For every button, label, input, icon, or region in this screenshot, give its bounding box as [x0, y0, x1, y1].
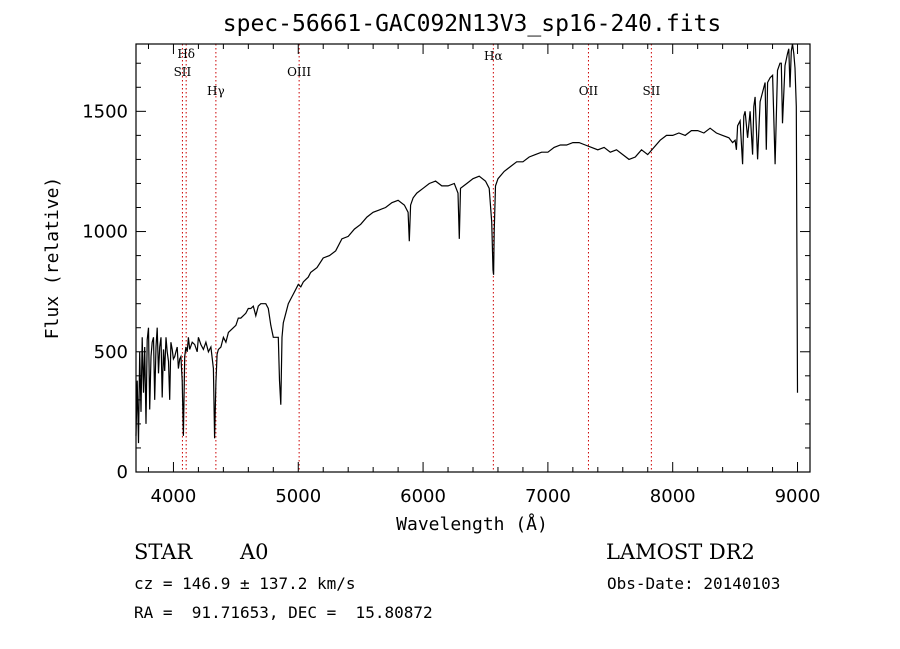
y-tick-label: 0: [117, 462, 128, 483]
coordinates: RA = 91.71653, DEC = 15.80872: [134, 603, 433, 622]
plot-frame: [135, 43, 811, 473]
observation-date: Obs-Date: 20140103: [607, 574, 781, 593]
marker-label: OII: [579, 84, 599, 98]
y-tick-label: 1000: [82, 222, 128, 243]
x-tick-label: 7000: [525, 486, 571, 507]
y-tick-label: 1500: [82, 101, 128, 122]
x-tick-label: 4000: [151, 486, 197, 507]
redshift-value: cz = 146.9 ± 137.2 km/s: [134, 574, 356, 593]
marker-label: OIII: [287, 65, 311, 79]
emission-line-markers: Hδ SII Hγ OIII Hα OII SII: [174, 44, 661, 472]
y-axis-label: Flux (relative): [42, 177, 63, 340]
y-axis-ticks: 0 500 1000 1500: [82, 62, 810, 483]
x-tick-label: 5000: [275, 486, 321, 507]
x-tick-label: 6000: [400, 486, 446, 507]
chart-title: spec-56661-GAC092N13V3_sp16-240.fits: [223, 11, 722, 37]
x-tick-label: 8000: [650, 486, 696, 507]
object-subclass: A0: [240, 540, 269, 564]
object-class: STAR: [134, 540, 193, 564]
x-axis-label: Wavelength (Å): [396, 513, 548, 535]
marker-label: SII: [643, 84, 661, 98]
x-tick-label: 9000: [775, 486, 821, 507]
marker-label: Hδ: [177, 47, 195, 61]
survey-name: LAMOST DR2: [606, 540, 755, 564]
marker-label: SII: [174, 65, 192, 79]
spectrum-line: [135, 43, 799, 444]
marker-label: Hα: [484, 49, 503, 63]
marker-label: Hγ: [207, 84, 225, 98]
x-axis-ticks: 4000 5000 6000 7000 8000 9000: [147, 44, 821, 507]
y-tick-label: 500: [94, 342, 128, 363]
